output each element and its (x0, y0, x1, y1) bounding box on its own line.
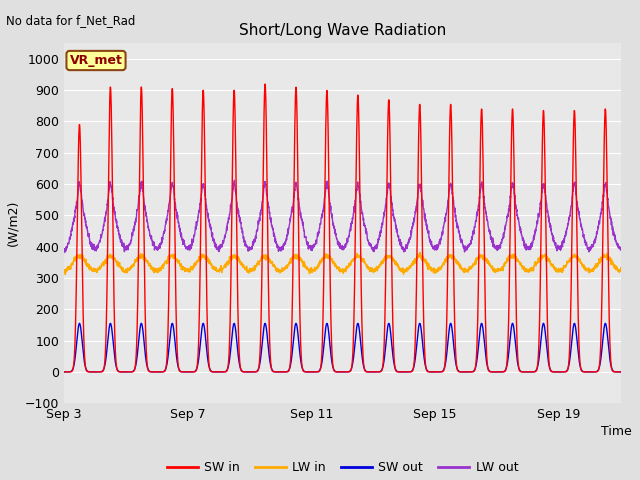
X-axis label: Time: Time (601, 425, 632, 438)
Text: No data for f_Net_Rad: No data for f_Net_Rad (6, 14, 136, 27)
Text: VR_met: VR_met (70, 54, 122, 67)
Legend: SW in, LW in, SW out, LW out: SW in, LW in, SW out, LW out (161, 456, 524, 479)
Y-axis label: (W/m2): (W/m2) (6, 200, 19, 246)
Title: Short/Long Wave Radiation: Short/Long Wave Radiation (239, 23, 446, 38)
